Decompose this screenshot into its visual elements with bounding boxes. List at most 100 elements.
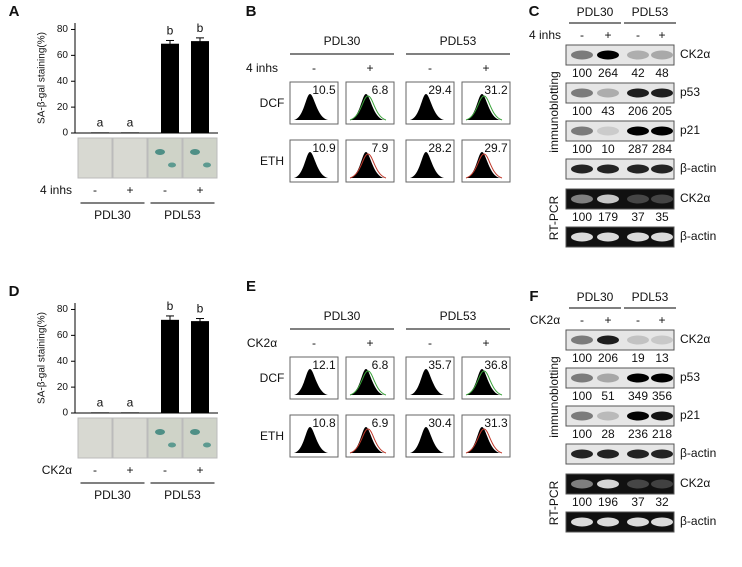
section-label: RT-PCR	[547, 195, 561, 240]
histogram-overlay	[465, 153, 503, 179]
histogram	[350, 152, 384, 178]
band	[627, 232, 649, 242]
row-label: CK2α	[680, 476, 710, 490]
histogram	[294, 152, 328, 178]
histogram	[466, 94, 500, 120]
band	[597, 194, 619, 204]
row-label: ETH	[260, 154, 284, 168]
micrograph	[77, 417, 113, 459]
stain	[155, 429, 165, 435]
band	[597, 50, 619, 60]
significance-letter: b	[167, 24, 174, 38]
micrograph	[147, 137, 183, 179]
treatment-sign: -	[163, 183, 167, 197]
treatment-sign: +	[126, 463, 133, 477]
band	[597, 373, 619, 383]
bar	[91, 412, 109, 413]
treatment-label: 4 inhs	[529, 28, 561, 42]
significance-letter: b	[197, 21, 204, 35]
blot-frame	[565, 120, 675, 142]
gate-value: 6.8	[372, 83, 389, 97]
y-tick-label: 80	[57, 304, 69, 315]
y-tick-label: 80	[57, 24, 69, 35]
band	[651, 50, 673, 60]
row-label: β-actin	[680, 161, 716, 175]
bar	[191, 41, 209, 133]
band	[627, 411, 649, 421]
histogram-overlay	[465, 95, 503, 121]
band	[627, 449, 649, 459]
group-label: PDL30	[577, 5, 614, 19]
band	[627, 479, 649, 489]
treatment-sign: +	[366, 336, 373, 350]
histogram	[350, 427, 384, 453]
gate-value: 28.2	[428, 141, 452, 155]
group-label: PDL53	[632, 5, 669, 19]
treatment-sign: +	[482, 61, 489, 75]
band	[651, 194, 673, 204]
y-tick-label: 20	[57, 102, 69, 113]
histogram	[350, 94, 384, 120]
band-value: 236	[628, 427, 648, 441]
stain	[168, 442, 176, 448]
histogram	[466, 427, 500, 453]
band	[571, 479, 593, 489]
panel-label: D	[9, 283, 20, 300]
gate-value: 10.8	[312, 416, 336, 430]
histogram-overlay	[349, 153, 387, 179]
band	[597, 411, 619, 421]
band-value: 100	[572, 427, 592, 441]
treatment-sign: -	[428, 336, 432, 350]
band	[597, 449, 619, 459]
band-value: 287	[628, 142, 648, 156]
treatment-sign: +	[658, 313, 665, 327]
histogram	[410, 369, 444, 395]
group-label: PDL30	[577, 290, 614, 304]
treatment-sign: -	[312, 61, 316, 75]
blot-frame	[565, 443, 675, 465]
row-label: DCF	[260, 96, 285, 110]
band	[571, 88, 593, 98]
stain	[203, 162, 211, 168]
gate-value: 29.4	[428, 83, 452, 97]
band-value: 284	[652, 142, 672, 156]
band	[651, 479, 673, 489]
treatment-label: 4 inhs	[40, 183, 72, 197]
band	[571, 126, 593, 136]
stain	[168, 162, 176, 168]
row-label: β-actin	[680, 514, 716, 528]
band	[651, 232, 673, 242]
blot-frame	[565, 473, 675, 495]
treatment-sign: -	[636, 313, 640, 327]
blot-frame	[565, 511, 675, 533]
band-value: 43	[601, 104, 615, 118]
row-label: DCF	[260, 371, 285, 385]
band-value: 100	[572, 104, 592, 118]
band-value: 51	[601, 389, 615, 403]
histogram-overlay	[349, 95, 387, 121]
bar	[121, 412, 139, 413]
blot-frame	[565, 44, 675, 66]
treatment-sign: +	[604, 313, 611, 327]
band	[627, 335, 649, 345]
group-label: PDL53	[632, 290, 669, 304]
treatment-sign: +	[196, 183, 203, 197]
significance-letter: a	[127, 116, 134, 130]
band	[597, 126, 619, 136]
row-label: CK2α	[680, 47, 710, 61]
band-value: 100	[572, 351, 592, 365]
treatment-sign: -	[580, 313, 584, 327]
panel-label: B	[246, 3, 257, 20]
gate-value: 6.9	[372, 416, 389, 430]
histogram-overlay	[465, 428, 503, 454]
treatment-sign: +	[604, 28, 611, 42]
histogram-overlay	[349, 428, 387, 454]
band	[651, 335, 673, 345]
band	[651, 88, 673, 98]
section-label: immunoblotting	[547, 71, 561, 152]
y-tick-label: 0	[62, 408, 68, 419]
treatment-sign: -	[636, 28, 640, 42]
blot-frame	[565, 329, 675, 351]
band-value: 196	[598, 495, 618, 509]
